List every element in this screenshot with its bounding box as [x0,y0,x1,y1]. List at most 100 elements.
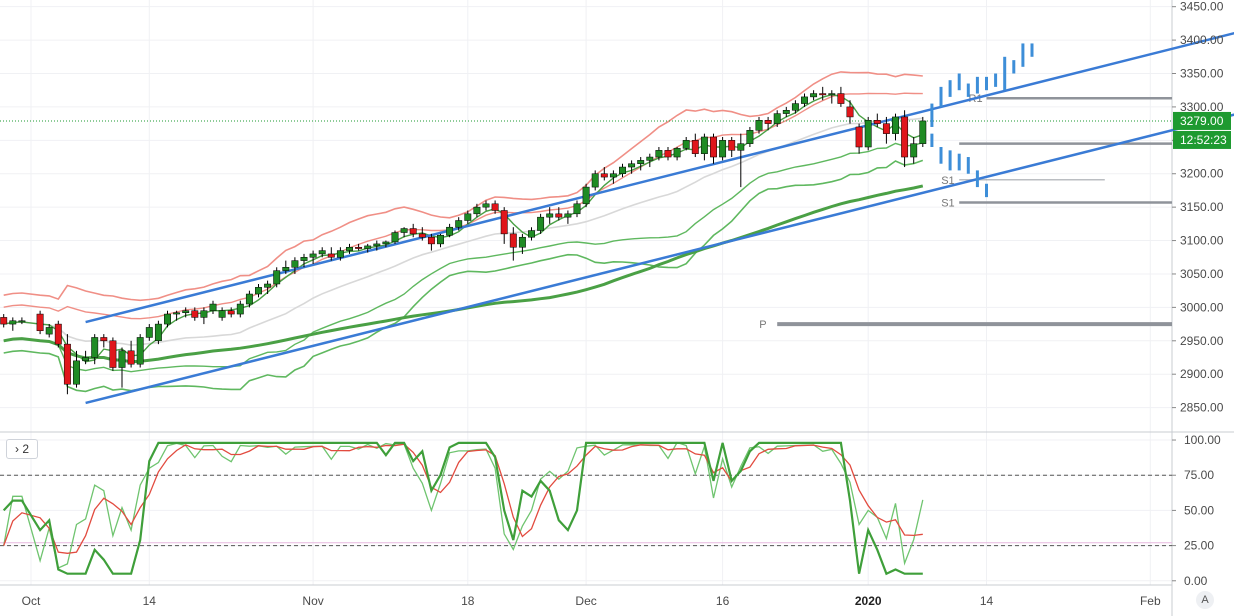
pane-badge-label: 2 [22,442,30,456]
candle-body [236,303,244,315]
candle-body [400,228,408,233]
candle-body [509,233,517,248]
candle-body [346,246,353,251]
candle-body [901,116,909,158]
candle-body [564,213,572,218]
price-axis-tick-label: 3350.00 [1180,67,1224,81]
candle-body [837,93,845,104]
candle-body [782,110,790,114]
oscillator-axis-tick-label: 50.00 [1184,503,1214,517]
candle-body [810,93,818,98]
candle-body [118,350,126,368]
candle-body [182,310,190,313]
candle-body [728,140,736,151]
upper-band-outer [3,71,923,302]
candle-body [473,206,481,215]
price-axis-tick-label: 2850.00 [1180,401,1224,415]
price-axis-tick-label: 3300.00 [1180,100,1224,114]
candle-body [609,173,617,178]
price-axis-tick-label: 2900.00 [1180,367,1224,381]
candle-body [100,337,108,342]
candle-body [300,257,308,261]
candle-body [710,136,717,158]
candle-body [382,241,390,245]
candle-body [291,260,299,268]
countdown-tag [1173,130,1231,149]
candle-body [427,236,435,245]
price-axis-tick-label: 3200.00 [1180,167,1224,181]
candle-body [154,323,162,342]
pane-badge-chevron: › [14,442,19,456]
candle-body [391,232,399,243]
candle-body [755,120,763,131]
candle-body [882,123,890,134]
candle-body [773,113,781,124]
candle-body [801,96,808,104]
oscillator-axis-tick-label: 100.00 [1184,433,1221,447]
candle-body [136,337,144,365]
candle-body [282,267,290,271]
candle-body [646,156,654,161]
candle-body [555,213,563,218]
candle-body [691,140,699,154]
price-axis-tick-label: 2950.00 [1180,334,1224,348]
candlesticks [0,86,927,395]
candle-body [255,287,262,295]
lower-band-inner [3,142,923,373]
candle-body [373,243,381,247]
candle-body [791,103,799,111]
auto-scale-button[interactable]: A [1196,591,1214,609]
candle-body [719,140,727,158]
candle-body [309,253,317,258]
bar-countdown: 12:52:23 [1180,133,1227,147]
price-axis[interactable]: 3450.003400.003350.003300.003250.003200.… [1172,0,1231,588]
time-axis[interactable]: Oct14Nov18Dec16202014Feb17Mar [22,594,1234,608]
candle-body [245,293,253,305]
candle-body [628,163,636,168]
candle-body [491,203,499,211]
candle-body [464,213,472,221]
candle-body [764,120,772,124]
candle-body [227,310,235,315]
candle-body [582,186,590,205]
candle-body [619,166,626,174]
pane-collapse-badge[interactable]: › 2 [6,439,38,459]
candle-body [18,320,26,323]
candle-body [537,216,545,231]
candle-body [418,233,426,238]
candle-body [500,210,508,235]
candle-body [327,253,335,258]
trend-channel [85,31,1234,405]
candle-body [200,310,208,318]
time-axis-tick-label: 2020 [855,594,882,608]
candle-body [218,310,226,318]
time-axis-tick-label: Dec [575,594,596,608]
candle-body [446,226,454,236]
candle-body [0,317,8,325]
candle-body [173,312,181,315]
time-axis-tick-label: 14 [980,594,994,608]
price-axis-tick-label: 3100.00 [1180,234,1224,248]
price-axis-tick-label: 3450.00 [1180,0,1224,14]
candle-body [737,143,745,151]
candle-body [209,303,217,311]
candle-body [664,150,672,158]
candle-body [164,313,171,325]
price-axis-tick-label: 3150.00 [1180,200,1224,214]
candle-body [855,126,863,148]
candle-body [892,116,899,134]
candle-body [318,250,326,255]
candle-body [655,150,663,158]
lower-band-outer [3,159,924,393]
middle-band [3,117,923,346]
candle-body [273,270,281,285]
candle-body [264,283,272,288]
candle-body [336,250,344,258]
candle-body [145,327,153,338]
time-axis-tick-label: Oct [22,594,41,608]
oscillator-slow-line [3,443,923,554]
candle-body [455,220,463,228]
oscillator-axis-tick-label: 75.00 [1184,468,1214,482]
price-axis-tick-label: 3400.00 [1180,33,1224,47]
